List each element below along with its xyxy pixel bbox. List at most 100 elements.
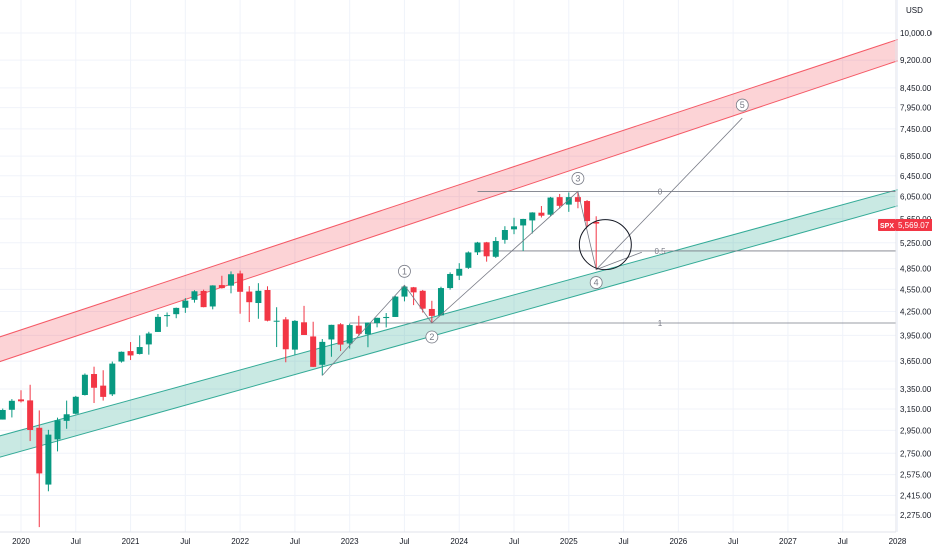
candle-body (410, 287, 417, 293)
price-tick-label: 2,575.00 (900, 471, 932, 480)
candle-body (18, 399, 24, 402)
candle-body (538, 212, 545, 216)
price-tick-label: 6,450.00 (900, 172, 932, 181)
candle-body (182, 300, 189, 308)
candle-body (164, 315, 171, 317)
candle-body (72, 396, 79, 414)
time-tick-label: Jul (838, 537, 848, 546)
candle-body (447, 273, 454, 289)
wave-label-circle (425, 330, 439, 344)
candle-body (374, 317, 381, 324)
wave-drawing: 1 2 3 4 5 (321, 98, 749, 376)
candle-body (346, 325, 353, 344)
candle-body (91, 374, 98, 388)
price-tick-label: 6,050.00 (900, 193, 932, 202)
candle-body (173, 307, 180, 315)
grid (0, 0, 898, 532)
time-tick-label: 2027 (779, 537, 797, 546)
time-tick-label: Jul (399, 537, 409, 546)
candle-body (419, 290, 426, 309)
wave-label-3: 3 (575, 173, 580, 183)
candle-body (255, 290, 262, 304)
candle-body (301, 322, 308, 335)
price-tick-label: 2,950.00 (900, 426, 932, 435)
candle-body (565, 197, 572, 205)
fib-level-label: 0 (658, 187, 663, 196)
time-tick-label: 2021 (122, 537, 140, 546)
time-tick-label: Jul (71, 537, 81, 546)
price-tick-label: 4,550.00 (900, 285, 932, 294)
time-tick-label: Jul (618, 537, 628, 546)
upper-channel-upper-line (0, 39, 898, 338)
candle-body (0, 409, 6, 420)
price-tick-label: 8,450.00 (900, 84, 932, 93)
candle-body (574, 197, 581, 202)
candle-body (437, 288, 444, 316)
candle-body (200, 290, 207, 308)
price-tick-label: 3,150.00 (900, 405, 932, 414)
candle-body (401, 286, 408, 297)
time-tick-label: 2028 (889, 537, 907, 546)
candle-body (237, 273, 244, 292)
symbol-label: SPX (880, 223, 894, 230)
candle-body (8, 400, 15, 410)
trend-channels (0, 39, 898, 458)
price-axis[interactable]: USD 10,000.00 9,200.00 8,450.00 7,950.00 7,4… (895, 0, 932, 532)
candle-body (273, 320, 280, 322)
wave-label-5: 5 (740, 100, 745, 110)
candle-body (246, 291, 253, 303)
price-tick-label: 7,950.00 (900, 104, 932, 113)
price-tick-label: 7,450.00 (900, 125, 932, 134)
candle-body (520, 218, 527, 226)
candle-body (191, 291, 198, 300)
candle-body (474, 242, 481, 253)
candle-body (319, 341, 326, 365)
candle-body (383, 316, 390, 319)
wave-label-circle (571, 172, 585, 185)
price-tick-label: 9,200.00 (900, 56, 932, 65)
time-tick-label: Jul (180, 537, 190, 546)
price-tick-label: 10,000.00 (900, 29, 932, 38)
candle-body (36, 427, 43, 474)
candle-body (54, 420, 61, 440)
time-tick-label: 2020 (12, 537, 30, 546)
candle-body (136, 347, 143, 354)
projection-line (596, 251, 642, 270)
candle-body (501, 229, 508, 240)
wave-label-circle (735, 98, 749, 112)
wave-label-4: 4 (594, 278, 599, 288)
candle-body (492, 241, 499, 257)
candle-body (593, 221, 600, 224)
candle-body (218, 285, 225, 289)
price-tick-label: 4,250.00 (900, 308, 932, 317)
wave-label-circle (589, 276, 603, 289)
candle-body (227, 274, 234, 286)
price-tick-label: 2,415.00 (900, 492, 932, 501)
highlight-circle (578, 219, 632, 271)
candle-body (337, 324, 344, 345)
time-tick-label: Jul (290, 537, 300, 546)
candle-body (511, 226, 518, 230)
upper-channel-lower-line (0, 60, 898, 363)
candle-body (282, 319, 289, 350)
time-axis[interactable]: 2020 Jul 2021 Jul 2022 Jul 2023 Jul 2024 Jul 2025 J… (0, 531, 907, 546)
upper-channel-fill (0, 39, 898, 362)
wave-label-circle (398, 264, 411, 278)
price-tick-label: 3,650.00 (900, 357, 932, 366)
candle-body (209, 285, 216, 307)
lower-channel-fill (0, 189, 898, 458)
wave-label-2: 2 (429, 332, 434, 342)
fib-level-label: 0.5 (654, 247, 666, 256)
time-tick-label: 2024 (450, 537, 468, 546)
candle-body (392, 296, 399, 317)
wave-path (321, 117, 743, 376)
price-tick-label: 3,350.00 (900, 385, 932, 394)
time-tick-label: Jul (509, 537, 519, 546)
candle-body (428, 308, 435, 316)
time-tick-label: 2025 (560, 537, 578, 546)
price-tick-label: 2,750.00 (900, 449, 932, 458)
candle-body (291, 320, 298, 350)
time-tick-label: 2026 (669, 537, 687, 546)
last-price-tag: SPX 5,569.07 (878, 219, 932, 231)
